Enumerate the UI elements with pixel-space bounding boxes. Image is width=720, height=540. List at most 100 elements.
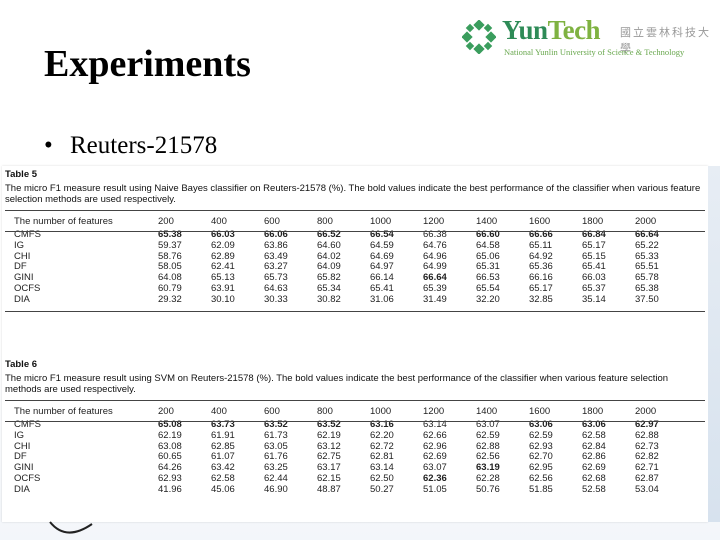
value-cell: 63.73: [211, 419, 235, 430]
value-cell: 63.27: [264, 261, 288, 273]
value-cell: 66.03: [211, 229, 235, 240]
value-cell: 62.41: [211, 261, 235, 273]
table-5-header-rule: [5, 231, 705, 232]
value-cell: 62.28: [476, 472, 500, 484]
value-cell: 51.85: [529, 483, 553, 495]
value-cell: 31.49: [423, 293, 447, 305]
value-cell: 62.20: [370, 429, 394, 441]
method-name-cell: OCFS: [14, 282, 41, 294]
value-cell: 66.06: [264, 229, 288, 240]
value-cell: 62.88: [635, 429, 659, 441]
column-header: 1600: [529, 406, 551, 417]
value-cell: 65.39: [423, 282, 447, 294]
value-cell: 66.84: [582, 229, 606, 240]
column-header: 200: [158, 406, 174, 417]
slide-title: Experiments: [44, 43, 251, 85]
value-cell: 65.38: [158, 229, 182, 240]
value-cell: 65.51: [635, 261, 659, 273]
column-header: 1800: [582, 216, 604, 227]
column-header: 1200: [423, 216, 445, 227]
table-row: CHI 58.76 62.89 63.49 64.02 64.69 64.96 65.06 64…: [14, 250, 688, 263]
table-row: DF 60.65 61.07 61.76 62.75 62.81 62.69 62.56 62.…: [14, 452, 688, 463]
value-cell: 62.58: [582, 429, 606, 441]
table-6: The number of features 200 400 600 800 1000 1…: [14, 404, 688, 496]
value-cell: 65.73: [264, 272, 288, 284]
value-cell: 65.41: [582, 261, 606, 273]
value-cell: 62.15: [317, 472, 341, 484]
value-cell: 62.69: [582, 462, 606, 474]
column-header: 2000: [635, 216, 657, 227]
value-cell: 62.86: [582, 451, 606, 463]
value-cell: 64.08: [158, 272, 182, 284]
value-cell: 65.78: [635, 272, 659, 284]
column-header: 400: [211, 216, 227, 227]
value-cell: 50.27: [370, 483, 394, 495]
value-cell: 62.56: [476, 451, 500, 463]
value-cell: 65.38: [635, 282, 659, 294]
table-row: OCFS 62.93 62.58 62.44 62.15 62.50 62.36 62.28 6…: [14, 472, 688, 485]
value-cell: 62.36: [423, 472, 447, 484]
value-cell: 60.65: [158, 451, 182, 463]
value-cell: 66.52: [317, 229, 341, 240]
value-cell: 63.19: [476, 462, 500, 474]
value-cell: 62.69: [423, 451, 447, 463]
method-name-cell: IG: [14, 239, 25, 251]
table-row: CMFS 65.08 63.73 63.52 63.52 63.16 63.14 63.07 6…: [14, 419, 688, 431]
method-name-cell: CHI: [14, 250, 31, 262]
column-header: 1400: [476, 216, 498, 227]
table-row: CHI 63.08 62.85 63.05 63.12 62.72 62.96 62.88 62…: [14, 440, 688, 453]
value-cell: 62.58: [211, 472, 235, 484]
column-header: 1200: [423, 406, 445, 417]
table-5: The number of features 200 400 600 800 1000 1…: [14, 214, 688, 306]
value-cell: 65.31: [476, 261, 500, 273]
value-cell: 64.59: [370, 239, 394, 251]
value-cell: 66.16: [529, 272, 553, 284]
value-cell: 64.60: [317, 239, 341, 251]
value-cell: 62.73: [635, 440, 659, 452]
logo-chinese-name: 國立雲林科技大學: [620, 26, 711, 55]
value-cell: 63.52: [264, 419, 288, 430]
table-5-label: Table 5: [5, 169, 38, 180]
value-cell: 65.15: [582, 250, 606, 262]
value-cell: 64.92: [529, 250, 553, 262]
table-row: IG 62.19 61.91 61.73 62.19 62.20 62.66 62.59 62.…: [14, 429, 688, 442]
value-cell: 65.33: [635, 250, 659, 262]
column-header: 1600: [529, 216, 551, 227]
value-cell: 65.17: [582, 239, 606, 251]
table-row: IG 59.37 62.09 63.86 64.60 64.59 64.76 64.58 65.…: [14, 239, 688, 252]
value-cell: 63.07: [476, 419, 500, 430]
value-cell: 58.05: [158, 261, 182, 273]
value-cell: 65.41: [370, 282, 394, 294]
value-cell: 65.34: [317, 282, 341, 294]
column-header: 1000: [370, 406, 392, 417]
value-cell: 64.76: [423, 239, 447, 251]
value-cell: 62.19: [158, 429, 182, 441]
value-cell: 45.06: [211, 483, 235, 495]
method-name-cell: CMFS: [14, 229, 41, 240]
table-row: GINI 64.08 65.13 65.73 65.82 66.14 66.64 66.53 6…: [14, 272, 688, 284]
table-row: DIA 41.96 45.06 46.90 48.87 50.27 51.05 50.76 51…: [14, 483, 688, 496]
table-6-label: Table 6: [5, 359, 38, 370]
value-cell: 65.13: [211, 272, 235, 284]
value-cell: 62.85: [211, 440, 235, 452]
value-cell: 50.76: [476, 483, 500, 495]
value-cell: 63.16: [370, 419, 394, 430]
value-cell: 63.25: [264, 462, 288, 474]
value-cell: 64.69: [370, 250, 394, 262]
value-cell: 66.64: [635, 229, 659, 240]
value-cell: 66.53: [476, 272, 500, 284]
value-cell: 63.52: [317, 419, 341, 430]
value-cell: 63.07: [423, 462, 447, 474]
method-name-cell: DF: [14, 261, 27, 273]
value-cell: 62.72: [370, 440, 394, 452]
value-cell: 64.99: [423, 261, 447, 273]
value-cell: 62.97: [635, 419, 659, 430]
table-row: DIA 29.32 30.10 30.33 30.82 31.06 31.49 32.20 32…: [14, 293, 688, 306]
column-header: 2000: [635, 406, 657, 417]
logo-wordmark-tech: Tech: [547, 15, 601, 45]
value-cell: 46.90: [264, 483, 288, 495]
method-name-cell: CMFS: [14, 419, 41, 430]
value-cell: 64.02: [317, 250, 341, 262]
table-6-top-rule: [5, 400, 705, 401]
value-cell: 66.66: [529, 229, 553, 240]
